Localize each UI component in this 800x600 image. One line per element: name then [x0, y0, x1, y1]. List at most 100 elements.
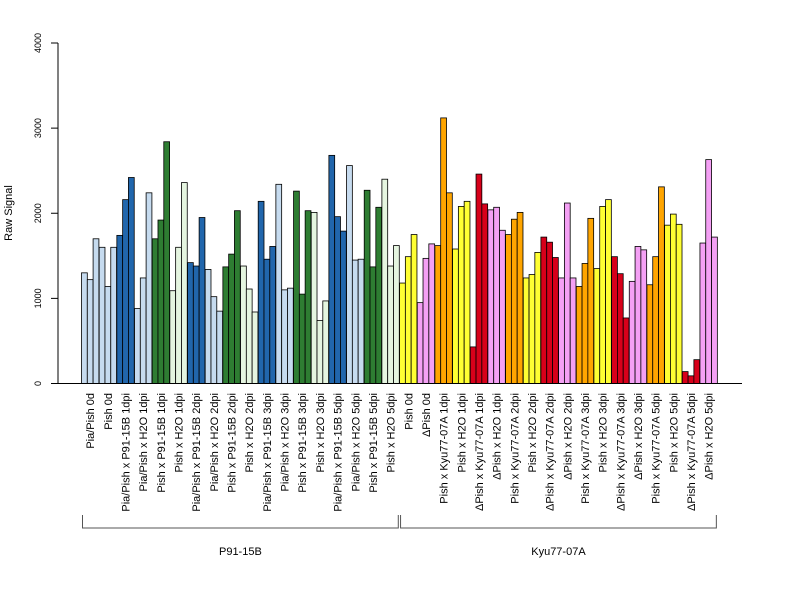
bar [416, 302, 424, 384]
y-axis: 0 1000 2000 3000 4000 [33, 33, 59, 386]
bar [622, 317, 630, 384]
x-tick-label: Pish x Kyu77-07A 3dpi [580, 393, 592, 504]
x-tick-label: ΔPish x Kyu77-07A 1dpi [474, 393, 486, 511]
bar [587, 217, 595, 384]
bar [316, 320, 324, 384]
bar [705, 159, 712, 384]
bar [457, 206, 465, 384]
bar [92, 238, 100, 384]
bar [281, 289, 288, 384]
bar [369, 266, 377, 384]
bar [581, 263, 589, 384]
x-tick-label: ΔPish x Kyu77-07A 2dpi [545, 393, 557, 511]
bar [81, 272, 88, 384]
bar [628, 280, 636, 384]
bar [452, 248, 459, 384]
bar [446, 192, 453, 384]
x-tick-label: Pish x H2O 3dpi [598, 393, 610, 472]
bar [240, 265, 247, 384]
bar [481, 203, 489, 384]
bar [328, 154, 336, 384]
bar [357, 258, 365, 384]
bar [575, 286, 583, 384]
y-tick-label: 4000 [33, 33, 43, 53]
x-tick-label: Pish 0d [403, 393, 415, 430]
bar [116, 234, 124, 384]
bar [375, 206, 383, 384]
bar [599, 206, 606, 384]
bar [475, 173, 483, 384]
x-tick-label: Pish x P91-15B 1dpi [156, 393, 168, 493]
x-tick-label: ΔPish x H2O 5dpi [704, 393, 716, 480]
bar [210, 296, 218, 384]
x-tick-label: ΔPish x Kyu77-07A 3dpi [615, 393, 627, 511]
bar [469, 346, 477, 384]
x-tick-label: ΔPish 0d [421, 393, 433, 437]
x-tick-label: ΔPish x H2O 3dpi [633, 393, 645, 480]
x-tick-label: Pish x P91-15B 5dpi [368, 393, 380, 493]
bar [652, 256, 659, 384]
bar [658, 186, 665, 384]
bar [670, 213, 677, 384]
bar [593, 268, 601, 384]
x-tick-label: ΔPish x H2O 1dpi [492, 393, 504, 480]
group-bracket [82, 515, 399, 529]
bar [181, 182, 188, 384]
bar [487, 209, 495, 384]
x-tick-labels: Pia/Pish 0d Pish 0d Pia/Pish x P91-15B 1dp… [85, 393, 715, 512]
bar [528, 274, 536, 384]
bar [681, 371, 689, 384]
bar [404, 256, 412, 384]
y-axis-label: Raw Signal [3, 185, 15, 241]
bar [163, 141, 170, 384]
x-tick-label: Pia/Pish x H2O 2dpi [209, 393, 221, 491]
bar [293, 190, 300, 384]
bar [98, 246, 106, 384]
bar [664, 224, 671, 384]
bar [151, 238, 159, 384]
x-tick-label: Pia/Pish x P91-15B 2dpi [191, 393, 203, 512]
group-label: P91-15B [219, 546, 262, 558]
bar [640, 249, 648, 384]
x-tick-label: Pia/Pish 0d [85, 393, 97, 449]
bar [399, 282, 406, 384]
bar [175, 246, 182, 384]
bar [134, 308, 141, 384]
bar [269, 246, 276, 384]
bar [569, 277, 577, 384]
x-tick-label: Pia/Pish x H2O 5dpi [350, 393, 362, 491]
bar [287, 287, 294, 384]
bar [275, 183, 283, 384]
bar [204, 269, 212, 384]
bar [546, 241, 553, 384]
bar [493, 206, 500, 384]
bar [110, 246, 117, 384]
bar [251, 311, 259, 384]
bar [187, 262, 194, 384]
bar [340, 230, 347, 384]
bar [169, 290, 177, 384]
bar [410, 234, 418, 384]
bar [646, 284, 654, 384]
bar [522, 277, 530, 384]
bars [81, 117, 718, 384]
bar [263, 258, 271, 384]
x-tick-label: Pish x P91-15B 3dpi [297, 393, 309, 493]
x-tick-label: Pish x H2O 1dpi [456, 393, 468, 472]
bar [257, 200, 265, 384]
bar [228, 253, 235, 384]
group-label: Kyu77-07A [531, 546, 586, 558]
bar [434, 245, 442, 384]
x-tick-label: Pish x H2O 5dpi [668, 393, 680, 472]
x-tick-label: Pia/Pish x P91-15B 3dpi [262, 393, 274, 512]
y-tick-label: 1000 [33, 288, 43, 308]
bar [139, 277, 147, 384]
x-tick-label: Pish x H2O 5dpi [386, 393, 398, 472]
bar [104, 286, 112, 384]
bar [693, 359, 701, 384]
bar [128, 177, 135, 384]
x-tick-label: Pia/Pish x P91-15B 5dpi [333, 393, 345, 512]
bar [192, 265, 200, 384]
bar [234, 210, 241, 384]
bar [393, 245, 400, 384]
